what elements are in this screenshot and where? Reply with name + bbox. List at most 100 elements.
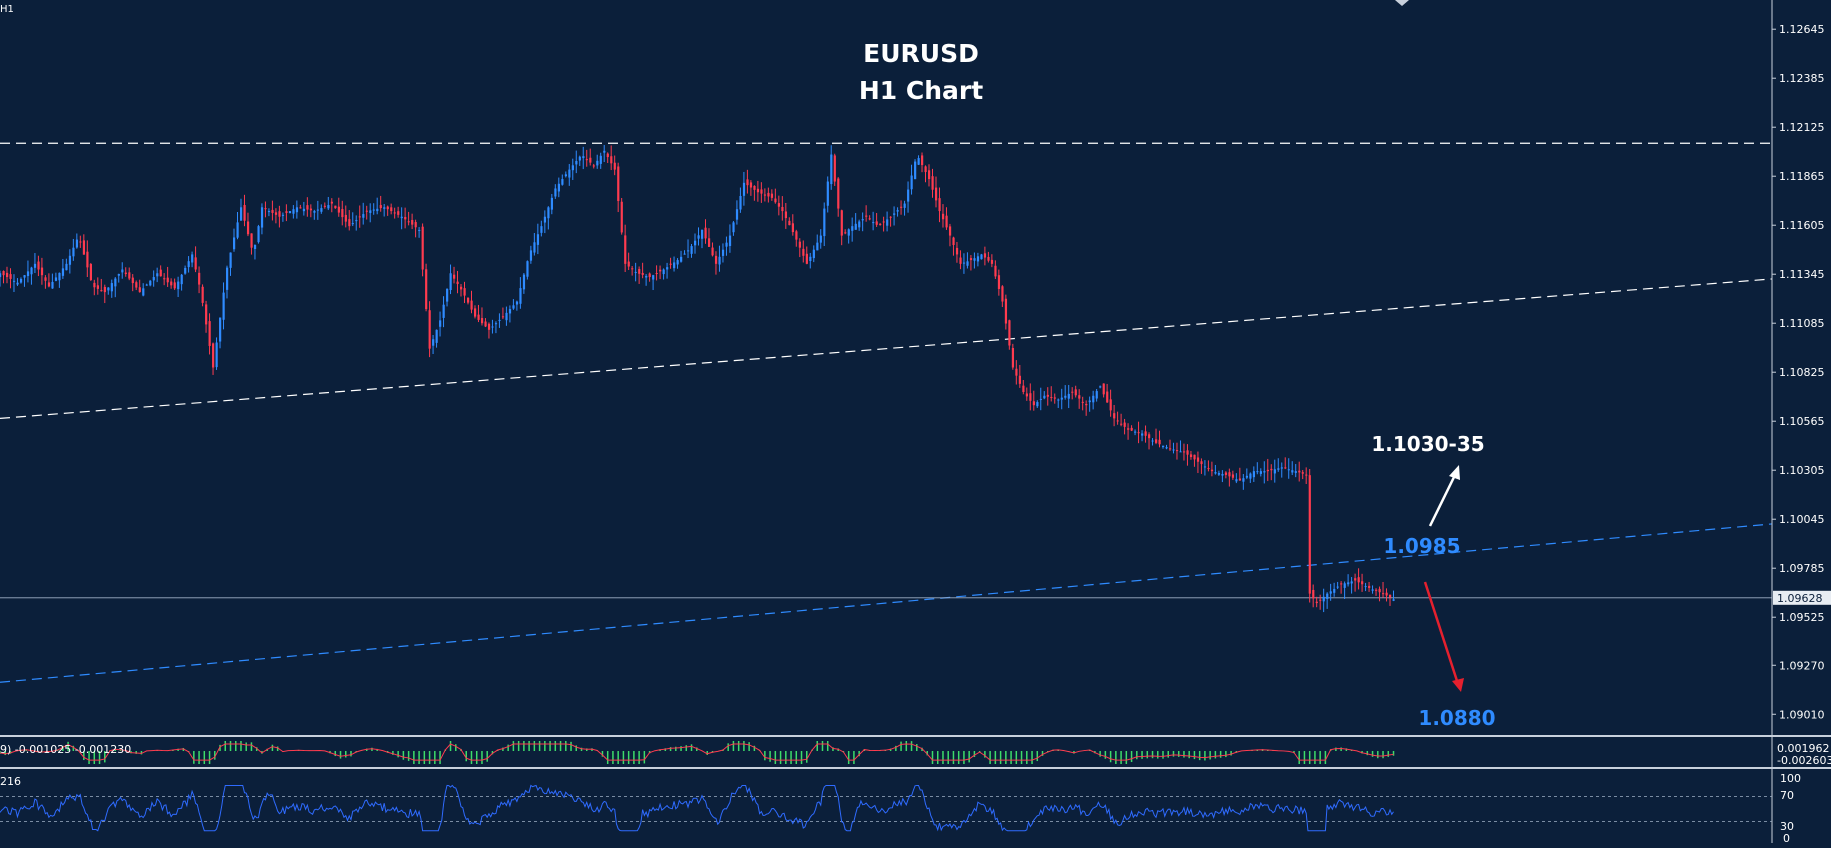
candle-body xyxy=(68,255,72,265)
candle-body xyxy=(253,245,257,250)
candle-body xyxy=(79,241,82,243)
candle-body xyxy=(201,286,204,303)
candle-body xyxy=(1315,601,1318,604)
candle-body xyxy=(638,268,641,274)
candle-body xyxy=(1217,473,1221,475)
price-tick-label: 1.10305 xyxy=(1779,464,1825,477)
candle-body xyxy=(281,214,285,216)
candle-body xyxy=(1301,472,1304,474)
candle-body xyxy=(819,235,822,243)
candle-body xyxy=(756,188,760,193)
candle-body xyxy=(1207,468,1210,470)
candle-body xyxy=(271,209,274,213)
price-axis-background xyxy=(1772,0,1831,843)
candle-body xyxy=(903,203,906,208)
candle-body xyxy=(205,304,208,325)
candle-body xyxy=(114,278,117,287)
candle-body xyxy=(1252,471,1256,478)
rsi-pane[interactable] xyxy=(0,784,1772,832)
candle-body xyxy=(844,232,847,234)
candle-body xyxy=(1043,395,1046,399)
candle-body xyxy=(900,206,903,208)
candle-body xyxy=(739,196,742,210)
candle-body xyxy=(928,170,931,180)
candle-body xyxy=(1291,470,1294,473)
candle-body xyxy=(934,187,938,201)
price-tick-label: 1.09010 xyxy=(1779,708,1825,721)
candle-body xyxy=(1053,397,1056,399)
candle-body xyxy=(966,261,969,266)
macd-pane[interactable] xyxy=(0,735,1831,769)
candle-body xyxy=(962,262,966,264)
candle-body xyxy=(1127,428,1130,430)
candle-body xyxy=(390,207,393,212)
candle-body xyxy=(1095,391,1098,399)
candle-body xyxy=(250,233,253,248)
candle-body xyxy=(1071,391,1074,393)
candle-body xyxy=(1193,454,1196,460)
scroll-marker-icon[interactable] xyxy=(1395,0,1409,6)
candle-body xyxy=(379,205,382,209)
candle-body xyxy=(285,211,288,213)
candle-body xyxy=(1322,596,1325,602)
candle-body xyxy=(547,207,550,219)
candle-body xyxy=(948,226,952,236)
candle-body xyxy=(107,287,110,291)
candle-body xyxy=(952,237,955,245)
candle-body xyxy=(1039,398,1042,400)
candle-body xyxy=(571,165,574,171)
price-tick-label: 1.09525 xyxy=(1779,611,1825,624)
candle-body xyxy=(519,288,522,304)
candle-body xyxy=(589,157,592,163)
candle-body xyxy=(959,257,962,264)
candle-body xyxy=(735,209,739,220)
candle-body xyxy=(215,342,218,368)
candle-body xyxy=(351,223,354,225)
candle-body xyxy=(921,155,924,166)
candle-body xyxy=(439,320,442,327)
candle-body xyxy=(983,253,987,258)
candle-body xyxy=(795,231,798,240)
candle-body xyxy=(1099,386,1102,388)
candle-body xyxy=(634,271,637,273)
candle-body xyxy=(690,246,693,254)
price-pane[interactable] xyxy=(0,0,1773,735)
macd-axis-tick-bottom: -0.002603 xyxy=(1777,754,1831,767)
candle-body xyxy=(1029,393,1032,401)
candle-body xyxy=(969,258,973,261)
candle-body xyxy=(320,208,323,212)
candle-body xyxy=(826,181,829,206)
candle-body xyxy=(316,209,320,211)
candle-body xyxy=(1329,591,1332,594)
candle-body xyxy=(480,318,484,324)
candle-body xyxy=(1364,586,1367,588)
candle-body xyxy=(648,273,651,278)
candle-body xyxy=(812,249,815,259)
candle-body xyxy=(987,256,990,261)
annotation-target-down: 1.0880 xyxy=(1418,706,1495,730)
current-price-label: 1.09628 xyxy=(1777,592,1823,605)
candle-body xyxy=(449,273,452,291)
candle-body xyxy=(683,253,686,255)
candle-body xyxy=(246,221,250,235)
candle-body xyxy=(418,229,421,231)
candle-body xyxy=(931,176,934,190)
candle-body xyxy=(882,221,885,223)
candle-body xyxy=(788,220,791,226)
candle-body xyxy=(75,239,79,248)
candle-body xyxy=(1256,471,1259,473)
candle-body xyxy=(110,283,113,292)
candle-body xyxy=(652,275,655,280)
candle-body xyxy=(1347,582,1350,585)
candle-body xyxy=(973,258,976,261)
candle-body xyxy=(1015,368,1018,376)
rsi-axis-tick-70: 70 xyxy=(1780,789,1794,802)
price-tick-label: 1.12385 xyxy=(1779,72,1825,85)
candle-body xyxy=(781,206,784,212)
candle-body xyxy=(753,185,756,190)
candle-body xyxy=(9,274,12,279)
candle-body xyxy=(847,229,850,236)
candle-body xyxy=(599,155,602,164)
candle-body xyxy=(156,273,159,277)
